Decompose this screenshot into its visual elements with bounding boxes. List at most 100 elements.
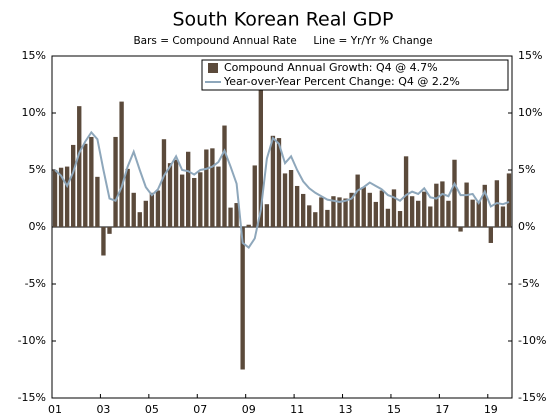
x-tick-label: 07 (193, 403, 207, 416)
bar (52, 170, 58, 227)
bar (294, 185, 300, 227)
y2-tick-label: -15% (518, 391, 546, 404)
bar (89, 136, 94, 227)
bar (355, 174, 360, 227)
legend-label: Year-over-Year Percent Change: Q4 @ 2.2% (223, 75, 460, 88)
y2-tick-label: 0% (518, 220, 535, 233)
x-tick-label: 03 (96, 403, 110, 416)
bar (228, 207, 233, 227)
x-tick-label: 11 (290, 403, 304, 416)
bar (64, 166, 70, 227)
chart-subtitle: Bars = Compound Annual Rate Line = Yr/Yr… (133, 35, 432, 47)
x-tick-label: 19 (484, 403, 498, 416)
bar (276, 138, 282, 227)
bar (77, 106, 82, 227)
bar (222, 125, 227, 227)
y-tick-label: 0% (29, 220, 46, 233)
bar (270, 135, 276, 227)
y-tick-label: 10% (22, 106, 46, 119)
bar (167, 163, 173, 227)
bar (246, 224, 251, 227)
bar (434, 183, 439, 227)
bar (301, 193, 306, 227)
bar (373, 201, 378, 227)
bar (385, 208, 391, 227)
x-tick-label: 05 (145, 403, 159, 416)
bar (476, 200, 481, 227)
x-tick-label: 13 (339, 403, 353, 416)
bar (488, 227, 493, 243)
y2-tick-label: 10% (518, 106, 542, 119)
bar (179, 174, 185, 227)
y2-tick-label: -10% (518, 334, 546, 347)
bar (71, 144, 76, 227)
y-tick-label: 15% (22, 49, 46, 62)
bar (470, 199, 475, 227)
bar (409, 196, 415, 227)
legend-label: Compound Annual Growth: Q4 @ 4.7% (224, 61, 438, 74)
bar (143, 200, 148, 227)
bar (210, 148, 215, 227)
bar (428, 206, 433, 227)
y-tick-label: -5% (25, 277, 46, 290)
bar (161, 139, 167, 227)
bar (258, 90, 263, 227)
bar (367, 192, 372, 227)
bar (403, 156, 409, 227)
bar (379, 190, 385, 227)
bar (252, 165, 257, 227)
y-tick-label: -10% (18, 334, 46, 347)
bar (319, 197, 324, 227)
bar (173, 159, 179, 227)
bar (186, 151, 191, 227)
bar (240, 227, 245, 370)
legend-box (201, 59, 509, 91)
bar (313, 212, 318, 227)
bar (204, 149, 209, 227)
x-tick-label: 15 (387, 403, 401, 416)
bar (482, 184, 487, 227)
bar (58, 167, 64, 227)
bar (125, 168, 130, 227)
bar (440, 181, 445, 227)
x-tick-label: 17 (435, 403, 449, 416)
y-tick-label: -15% (18, 391, 46, 404)
bar (361, 187, 366, 227)
bar (131, 192, 136, 227)
bar (264, 204, 270, 227)
y2-tick-label: 5% (518, 163, 535, 176)
bar (391, 189, 397, 227)
y-tick-label: 5% (29, 163, 46, 176)
bar (343, 198, 348, 227)
bar (113, 136, 118, 227)
bar (288, 170, 294, 227)
bar (234, 203, 239, 227)
legend-swatch (208, 63, 218, 73)
y2-tick-label: 15% (518, 49, 542, 62)
chart-title: South Korean Real GDP (172, 9, 393, 31)
bar (107, 227, 112, 234)
bar (331, 196, 336, 227)
bar (192, 177, 197, 227)
bar (149, 192, 155, 227)
bar (282, 173, 288, 227)
bar (452, 159, 457, 227)
bar (416, 200, 421, 227)
bar (422, 191, 427, 227)
x-tick-label: 09 (242, 403, 256, 416)
bar (137, 212, 142, 227)
bar (101, 227, 106, 256)
bar (337, 197, 342, 227)
x-tick-label: 01 (48, 403, 62, 416)
bar (83, 143, 88, 227)
bar (349, 192, 354, 227)
bar (397, 211, 403, 227)
bar (119, 101, 124, 227)
bar (95, 176, 100, 227)
bar (307, 205, 312, 227)
bar (464, 182, 469, 227)
bar (446, 200, 451, 227)
bar (458, 227, 463, 232)
bar (155, 190, 161, 227)
